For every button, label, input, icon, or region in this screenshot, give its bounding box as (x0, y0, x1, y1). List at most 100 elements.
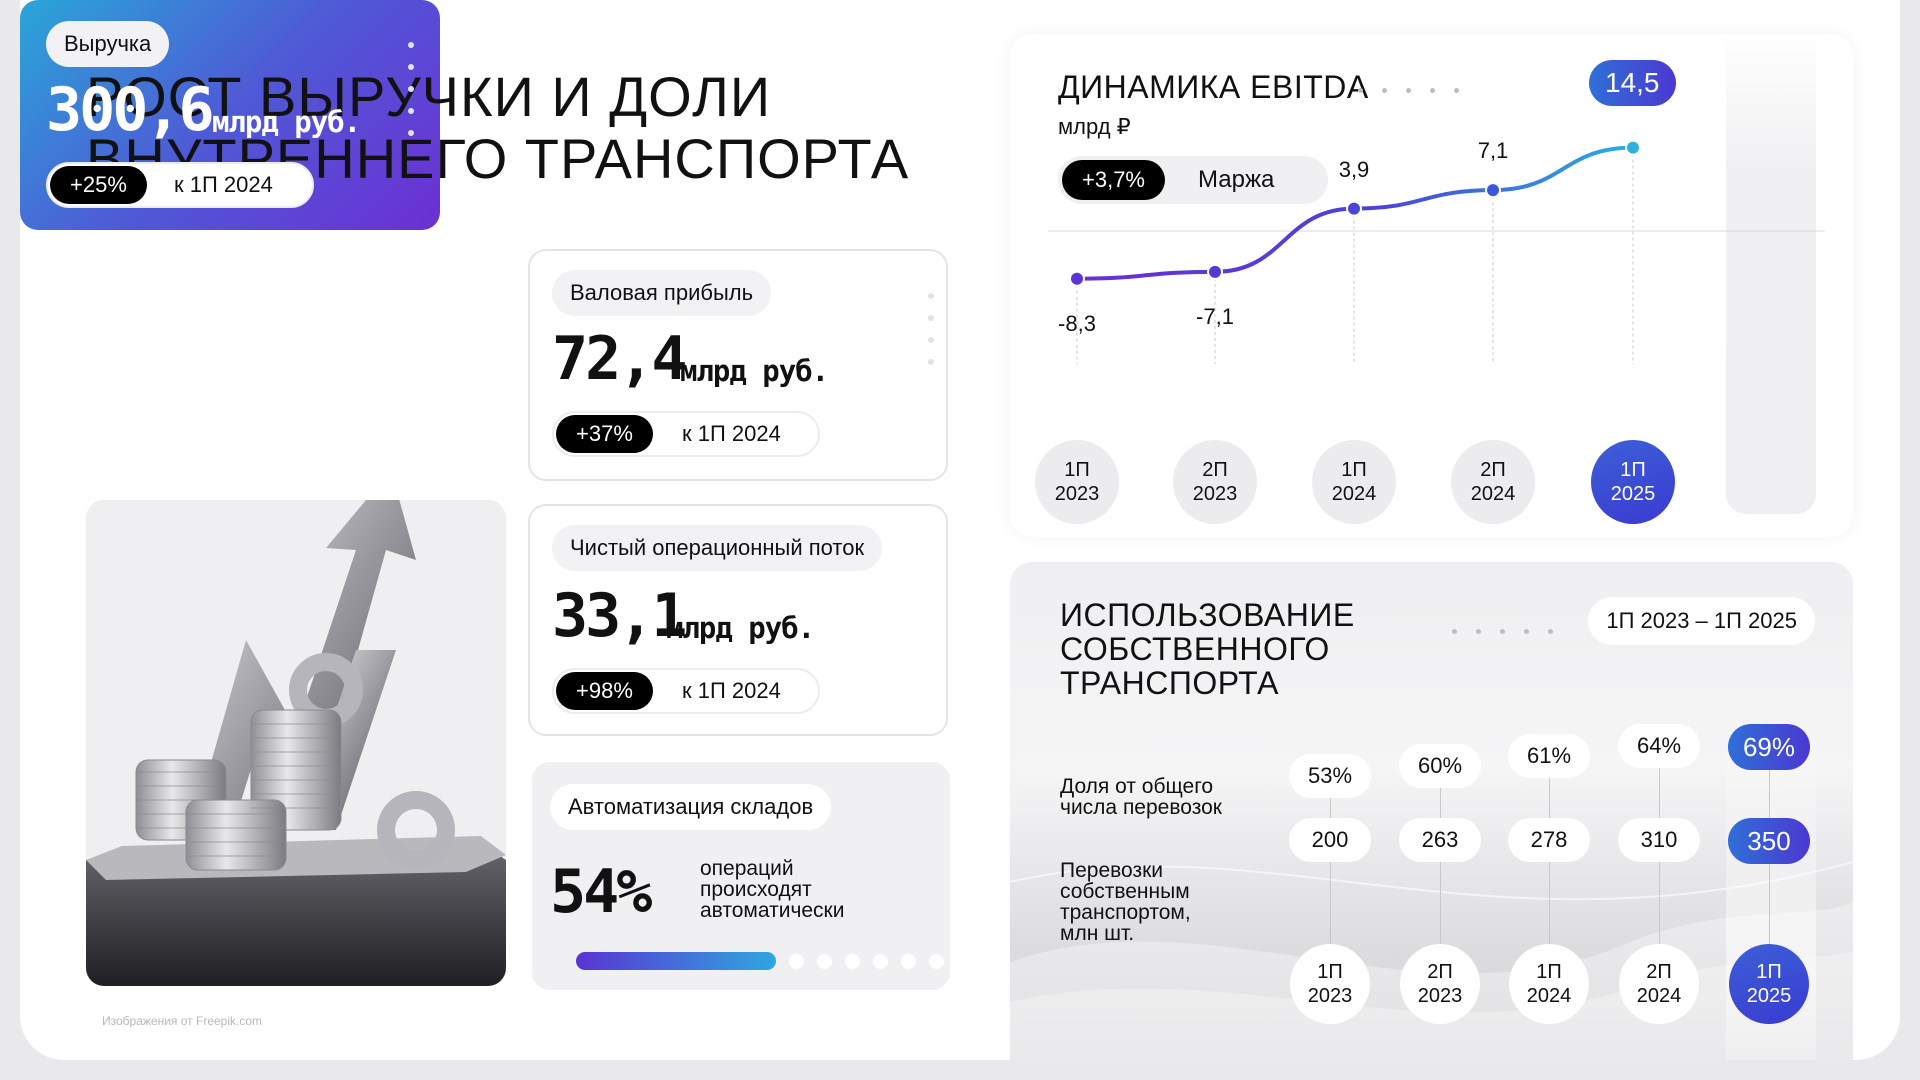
ebitda-point (1069, 270, 1085, 287)
ebitda-card: ДИНАМИКА EBITDA млрд ₽ +3,7% Маржа -8,3 1… (1010, 28, 1853, 537)
column-stem (1330, 798, 1331, 960)
page-title-line-1: РОСТ ВЫРУЧКИ И ДОЛИ (86, 65, 772, 128)
period-half: 1П (1341, 459, 1367, 481)
ebitda-value-label: -7,1 (1196, 303, 1234, 329)
warehouse-value: 54% (550, 857, 652, 927)
share-row-label: Доля от общего числа перевозок (1060, 776, 1222, 818)
gross-profit-value: 72,4 (552, 324, 687, 394)
ebitda-highlight-value: 14,5 (1589, 60, 1676, 106)
image-credit: Изображения от Freepik.com (102, 1014, 263, 1028)
count-row-label: Перевозки собственным транспортом, млн ш… (1060, 860, 1191, 944)
period-half: 2П (1646, 961, 1672, 983)
dots-decoration (1358, 80, 1478, 98)
period-year: 2024 (1331, 483, 1377, 505)
gross-profit-delta: +37% к 1П 2024 (552, 411, 820, 457)
cash-flow-delta-badge: +98% (556, 672, 653, 710)
share-value: 64% (1618, 724, 1700, 768)
page-title: РОСТ ВЫРУЧКИ И ДОЛИ ВНУТРЕННЕГО ТРАНСПОР… (86, 66, 909, 190)
period-half: 1П (1756, 961, 1782, 983)
share-value: 53% (1289, 754, 1371, 798)
cash-flow-value: 33,1 (552, 581, 687, 651)
page: РОСТ ВЫРУЧКИ И ДОЛИ ВНУТРЕННЕГО ТРАНСПОР… (20, 0, 1900, 1060)
gross-profit-compare: к 1П 2024 (682, 421, 781, 446)
ebitda-value-label: -8,3 (1058, 310, 1096, 336)
revenue-unit: млрд руб. (212, 105, 361, 139)
period-year: 2025 (1746, 985, 1792, 1007)
cash-flow-compare: к 1П 2024 (682, 678, 781, 703)
progress-dot (789, 954, 804, 969)
own-transport-title-line-2: СОБСТВЕННОГО (1060, 631, 1330, 667)
period-year: 2023 (1054, 483, 1100, 505)
period-label: 1П 2025 (1729, 944, 1809, 1024)
column-stem (1769, 768, 1770, 960)
period-label: 2П 2024 (1451, 440, 1535, 524)
count-value: 310 (1618, 818, 1700, 862)
ebitda-point (1485, 182, 1501, 199)
column-stem (1659, 768, 1660, 960)
revenue-label: Выручка (46, 21, 170, 67)
revenue-delta: +25% к 1П 2024 (46, 162, 314, 208)
period-label: 1П 2024 (1312, 440, 1396, 524)
period-year: 2023 (1307, 985, 1353, 1007)
progress-dot (873, 954, 888, 969)
count-row-label-line-3: транспортом, (1060, 901, 1191, 924)
period-half: 1П (1064, 459, 1090, 481)
gross-profit-unit: млрд руб. (680, 354, 829, 388)
cash-flow-card: Чистый операционный поток 33,1 млрд руб.… (528, 504, 948, 736)
progress-dot (929, 954, 944, 969)
period-label: 1П 2025 (1591, 440, 1675, 524)
revenue-value: 300,6 (46, 75, 215, 145)
ebitda-value-label: 3,9 (1338, 156, 1370, 182)
ebitda-point (1207, 263, 1223, 280)
ebitda-unit: млрд ₽ (1058, 114, 1131, 139)
gross-profit-card: Валовая прибыль 72,4 млрд руб. +37% к 1П… (528, 249, 948, 481)
period-half: 1П (1536, 961, 1562, 983)
progress-dot (817, 954, 832, 969)
count-row-label-line-4: млн шт. (1060, 922, 1135, 945)
period-half: 2П (1427, 961, 1453, 983)
own-transport-card: ИСПОЛЬЗОВАНИЕ СОБСТВЕННОГО ТРАНСПОРТА 1П… (1010, 562, 1853, 1060)
period-half: 1П (1317, 961, 1343, 983)
count-value: 200 (1289, 818, 1371, 862)
warehouse-text: операций происходят автоматически (700, 857, 845, 922)
period-label: 2П 2023 (1173, 440, 1257, 524)
cash-flow-unit: млрд руб. (666, 611, 815, 645)
count-highlight-value: 350 (1728, 818, 1810, 864)
progress-dot (901, 954, 916, 969)
gross-profit-label: Валовая прибыль (552, 270, 772, 316)
period-label: 1П 2024 (1509, 944, 1589, 1024)
gross-profit-delta-badge: +37% (556, 415, 653, 453)
share-highlight-value: 69% (1728, 724, 1810, 770)
margin-pill: +3,7% Маржа (1058, 156, 1328, 204)
share-value: 60% (1399, 744, 1481, 788)
revenue-compare: к 1П 2024 (174, 172, 273, 197)
period-year: 2024 (1470, 483, 1516, 505)
period-year: 2024 (1526, 985, 1572, 1007)
ebitda-point (1346, 200, 1362, 217)
count-row-label-line-2: собственным (1060, 880, 1190, 903)
count-value: 263 (1399, 818, 1481, 862)
count-row-label-line-1: Перевозки (1060, 859, 1164, 882)
ebitda-point (1625, 139, 1641, 156)
own-transport-title: ИСПОЛЬЗОВАНИЕ СОБСТВЕННОГО ТРАНСПОРТА (1060, 598, 1355, 700)
cash-flow-label: Чистый операционный поток (552, 525, 883, 571)
own-transport-title-line-1: ИСПОЛЬЗОВАНИЕ (1060, 597, 1355, 633)
period-year: 2023 (1417, 985, 1463, 1007)
period-year: 2023 (1192, 483, 1238, 505)
share-row-label-line-2: числа перевозок (1060, 796, 1222, 819)
margin-label: Маржа (1198, 166, 1275, 193)
share-row-label-line-1: Доля от общего (1060, 775, 1214, 798)
column-stem (1549, 778, 1550, 960)
period-half: 2П (1202, 459, 1228, 481)
period-label: 1П 2023 (1035, 440, 1119, 524)
cash-flow-delta: +98% к 1П 2024 (552, 668, 820, 714)
count-value: 278 (1508, 818, 1590, 862)
period-year: 2024 (1636, 985, 1682, 1007)
column-stem (1440, 788, 1441, 960)
period-label: 1П 2023 (1290, 944, 1370, 1024)
revenue-card: Выручка 300,6 млрд руб. +25% к 1П 2024 (20, 0, 440, 230)
revenue-delta-badge: +25% (50, 166, 147, 204)
growth-illustration-svg (86, 500, 506, 986)
period-range: 1П 2023 – 1П 2025 (1588, 597, 1815, 645)
margin-delta: +3,7% (1062, 160, 1165, 200)
